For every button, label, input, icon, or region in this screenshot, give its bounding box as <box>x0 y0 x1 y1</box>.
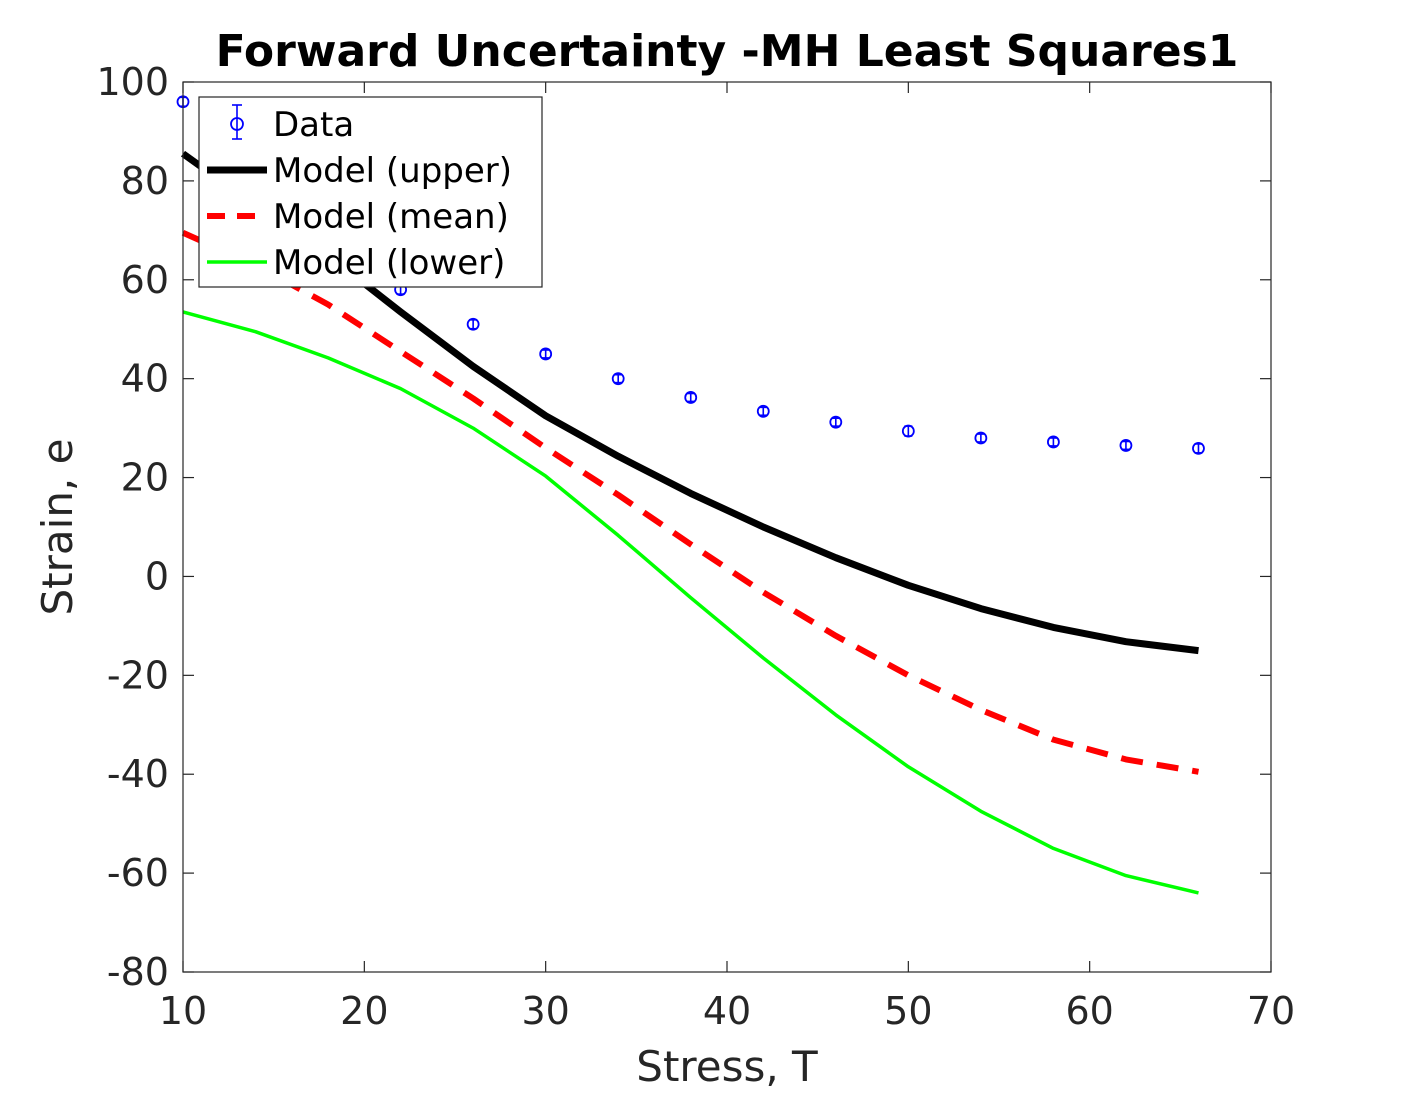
data-marker <box>466 317 480 331</box>
legend-entry: Data <box>230 104 354 145</box>
data-marker <box>829 415 843 429</box>
y-tick-label: 100 <box>96 60 169 104</box>
y-tick-label: -20 <box>107 653 169 697</box>
data-point <box>756 404 770 418</box>
x-tick-label: 70 <box>1247 989 1295 1033</box>
legend: Data Model (upper) Model (mean) Model (lowe… <box>198 96 543 288</box>
y-tick-label: 80 <box>121 159 169 203</box>
y-tick-label: -60 <box>107 851 169 895</box>
legend-label: Data <box>273 105 354 145</box>
y-tick-label: -40 <box>107 752 169 796</box>
legend-entry: Model (mean) <box>207 197 509 237</box>
data-point <box>901 424 915 438</box>
data-point <box>829 415 843 429</box>
legend-label: Model (upper) <box>273 151 512 191</box>
data-point <box>466 317 480 331</box>
data-marker <box>901 424 915 438</box>
series-line-3 <box>182 310 1199 895</box>
chart-title: Forward Uncertainty -MH Least Squares1 <box>216 26 1239 77</box>
x-tick-label: 60 <box>1065 989 1113 1033</box>
x-tick-label: 40 <box>703 989 751 1033</box>
data-point <box>1047 435 1060 449</box>
series-line-2 <box>181 230 1200 775</box>
y-tick-label: 60 <box>121 258 169 302</box>
data-marker <box>611 372 625 386</box>
legend-entry: Model (lower) <box>207 243 505 283</box>
legend-box <box>198 96 543 288</box>
data-marker <box>684 391 698 404</box>
y-tick-label: 20 <box>121 456 169 500</box>
data-marker <box>974 431 988 445</box>
legend-marker <box>230 117 244 131</box>
y-tick-label: 0 <box>145 554 169 598</box>
data-marker <box>1192 441 1205 455</box>
legend-label: Model (lower) <box>273 243 505 283</box>
y-tick-label: -80 <box>107 950 169 994</box>
y-axis-label: Strain, e <box>33 439 82 616</box>
data-point <box>1119 439 1133 452</box>
data-point <box>611 372 625 386</box>
x-tick-label: 10 <box>159 989 207 1033</box>
axes-layer: 10 20 30 40 50 60 70 -80 -60 -40 -20 0 20 40 60 80 100 <box>96 60 1295 1033</box>
data-marker <box>1047 435 1060 449</box>
x-axis-label: Stress, T <box>636 1042 818 1091</box>
x-tick-label: 20 <box>340 989 388 1033</box>
legend-label: Model (mean) <box>273 197 509 237</box>
y-tick-label: 40 <box>121 357 169 401</box>
data-point <box>539 347 553 361</box>
legend-entry: Model (upper) <box>207 151 512 191</box>
data-marker <box>756 404 770 418</box>
x-tick-label: 50 <box>884 989 932 1033</box>
data-point <box>1192 441 1205 455</box>
x-tick-label: 30 <box>521 989 569 1033</box>
data-point <box>974 431 988 445</box>
data-marker <box>539 347 553 361</box>
data-marker <box>1119 439 1133 452</box>
data-point <box>684 391 698 404</box>
